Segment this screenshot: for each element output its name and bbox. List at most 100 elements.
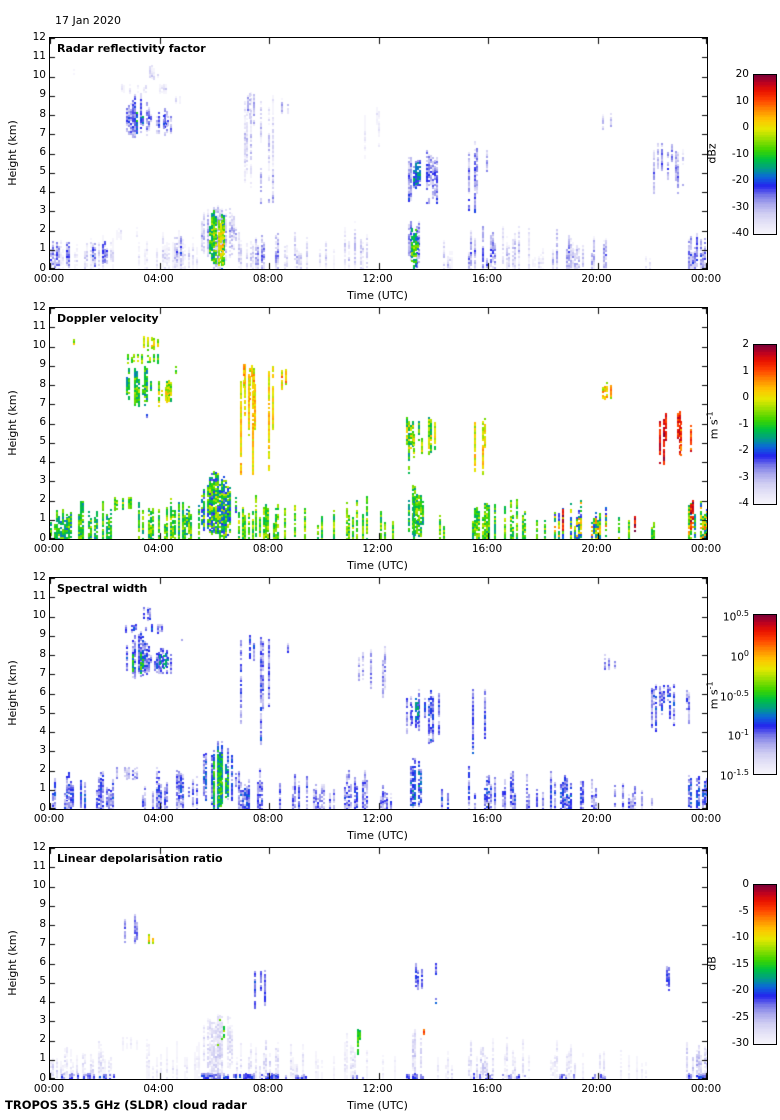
x-tick-label: 12:00: [362, 273, 393, 285]
colorbar-tick-label: 0: [742, 878, 749, 890]
y-tick-label: 0: [39, 1071, 46, 1084]
y-tick-label: 2: [39, 223, 46, 235]
x-tick-label: 16:00: [471, 813, 503, 825]
y-tick-label: 1: [39, 782, 46, 795]
x-tick-label: 00:00: [33, 543, 65, 555]
colorbar-tick-label: 1: [742, 364, 749, 377]
colorbar-unit-velocity: m s-1: [705, 411, 721, 440]
colorbar-unit-reflectivity: dBz: [705, 143, 719, 164]
y-tick-label: 3: [39, 743, 46, 756]
y-tick-label: 4: [39, 454, 46, 467]
panel-title-spectral-width: Spectral width: [57, 582, 148, 595]
radar-canvas-reflectivity: [50, 38, 707, 269]
x-tick-label: 00:00: [33, 273, 65, 285]
y-tick-label: 11: [32, 49, 46, 62]
colorbar-tick-label: 100: [730, 648, 749, 664]
x-tick-label: 12:00: [362, 813, 393, 825]
x-tick-label: 04:00: [143, 813, 174, 825]
y-tick-label: 10: [32, 339, 46, 351]
x-tick-label: 04:00: [143, 543, 174, 555]
colorbar-gradient: [754, 615, 776, 774]
colorbar-ldr: [753, 884, 777, 1045]
y-tick-label: 8: [39, 917, 46, 930]
y-tick-label: 10: [32, 609, 46, 621]
y-tick-label: 12: [32, 840, 46, 853]
colorbar-gradient: [754, 345, 776, 504]
y-tick-label: 8: [39, 377, 46, 390]
colorbar-tick-label: 10-1.5: [720, 768, 749, 783]
x-tick-label: 12:00: [362, 543, 393, 555]
panel-title-ldr: Linear depolarisation ratio: [57, 852, 223, 865]
x-tick-label: 00:00: [33, 813, 65, 825]
x-tick-label: 08:00: [252, 543, 284, 555]
plot-area-spectral-width: [49, 577, 708, 810]
y-tick-label: 3: [39, 1013, 46, 1026]
y-tick-label: 1: [39, 1052, 46, 1065]
colorbar-tick-label: 100.5: [722, 609, 749, 624]
x-tick-label: 20:00: [581, 543, 612, 555]
colorbar-reflectivity: [753, 74, 777, 235]
y-tick-label: 9: [39, 898, 46, 911]
colorbar-unit-spectral-width: m s-1: [705, 681, 721, 710]
plot-area-reflectivity: [49, 37, 708, 270]
y-tick-label: 9: [39, 88, 46, 101]
colorbar-gradient: [754, 75, 776, 234]
x-tick-label: 08:00: [252, 1083, 284, 1095]
colorbar-tick-label: -15: [731, 957, 749, 970]
y-tick-label: 4: [39, 994, 46, 1007]
x-tick-label: 08:00: [252, 273, 284, 285]
colorbar-tick-label: -3: [738, 470, 749, 483]
footer-title: TROPOS 35.5 GHz (SLDR) cloud radar: [5, 1098, 247, 1112]
x-tick-label: 00:00: [690, 813, 722, 825]
radar-canvas-spectral-width: [50, 578, 707, 809]
y-tick-label: 11: [32, 859, 46, 872]
y-tick-label: 5: [39, 435, 46, 448]
colorbar-velocity: [753, 344, 777, 505]
y-tick-label: 9: [39, 358, 46, 371]
time-axis-label: Time (UTC): [347, 559, 408, 572]
colorbar-tick-label: -4: [738, 497, 749, 509]
colorbar-tick-label: 0: [742, 391, 749, 403]
colorbar-tick-label: -5: [738, 904, 749, 917]
x-tick-label: 00:00: [690, 273, 722, 285]
y-tick-label: 7: [39, 936, 46, 949]
y-tick-label: 6: [39, 956, 46, 968]
y-tick-label: 5: [39, 705, 46, 718]
x-tick-label: 00:00: [690, 1083, 722, 1095]
colorbar-tick-label: -2: [738, 444, 749, 456]
y-tick-label: 12: [32, 30, 46, 43]
x-tick-label: 20:00: [581, 813, 612, 825]
y-tick-label: 1: [39, 512, 46, 525]
y-tick-label: 1: [39, 242, 46, 255]
colorbar-tick-label: -20: [731, 984, 749, 996]
plot-area-ldr: [49, 847, 708, 1080]
colorbar-spectral-width: [753, 614, 777, 775]
y-tick-label: 4: [39, 184, 46, 197]
x-tick-label: 20:00: [581, 1083, 612, 1095]
radar-canvas-ldr: [50, 848, 707, 1079]
colorbar-unit-ldr: dB: [705, 956, 719, 971]
y-tick-label: 2: [39, 493, 46, 505]
colorbar-tick-label: -30: [731, 1037, 749, 1049]
x-tick-label: 00:00: [690, 543, 722, 555]
y-tick-label: 0: [39, 801, 46, 814]
y-tick-label: 3: [39, 473, 46, 486]
y-tick-label: 10: [32, 69, 46, 81]
colorbar-tick-label: -20: [731, 174, 749, 186]
y-tick-label: 11: [32, 589, 46, 602]
x-tick-label: 04:00: [143, 273, 174, 285]
colorbar-tick-label: 20: [735, 68, 749, 80]
y-tick-label: 7: [39, 666, 46, 679]
colorbar-tick-label: -1: [738, 417, 749, 430]
y-tick-label: 12: [32, 570, 46, 583]
y-tick-label: 11: [32, 319, 46, 332]
height-axis-label: Height (km): [6, 119, 19, 186]
x-tick-label: 12:00: [362, 1083, 393, 1095]
plot-area-velocity: [49, 307, 708, 540]
y-tick-label: 8: [39, 107, 46, 120]
y-tick-label: 0: [39, 531, 46, 544]
y-tick-label: 12: [32, 300, 46, 313]
colorbar-tick-label: 0: [742, 121, 749, 133]
panel-title-velocity: Doppler velocity: [57, 312, 159, 325]
